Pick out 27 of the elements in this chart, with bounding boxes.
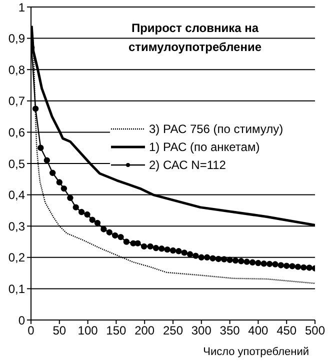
y-tick-label: 0,7 bbox=[8, 94, 26, 108]
x-axis-title: Число употреблений bbox=[203, 346, 309, 358]
legend-label: 1) РАС (по анкетам) bbox=[149, 139, 260, 156]
y-tick-label: 0,6 bbox=[8, 125, 26, 140]
y-tick-label: 0,9 bbox=[8, 32, 26, 46]
text: Прирост словника на стимулоупотребление bbox=[127, 20, 263, 56]
y-tick-label: 0,5 bbox=[8, 156, 26, 171]
x-tick-label: 250 bbox=[162, 324, 184, 338]
x-tick-label: 0 bbox=[28, 324, 35, 338]
y-tick-label: 0 bbox=[18, 313, 26, 328]
y-tick-label: 0,3 bbox=[8, 219, 26, 234]
legend-label: 2) САС N=112 bbox=[149, 157, 226, 174]
x-tick-label: 300 bbox=[191, 324, 212, 338]
x-tick-label: 100 bbox=[78, 324, 98, 338]
x-tick-label: 350 bbox=[220, 324, 240, 338]
y-tick-label: 0,4 bbox=[8, 188, 26, 202]
y-tick-label: 0,8 bbox=[8, 62, 26, 77]
x-tick-label: 150 bbox=[106, 324, 127, 338]
x-tick-label: 50 bbox=[52, 324, 66, 338]
legend-label: 3) РАС 756 (по стимулу) bbox=[149, 121, 284, 138]
x-tick-label: 400 bbox=[248, 324, 269, 338]
y-tick-label: 0,2 bbox=[8, 250, 26, 265]
x-tick-label: 500 bbox=[304, 324, 326, 338]
x-tick-label: 200 bbox=[134, 324, 155, 338]
y-tick-label: 1 bbox=[18, 0, 26, 14]
y-tick-label: 0,1 bbox=[8, 282, 26, 296]
x-tick-label: 450 bbox=[276, 324, 297, 338]
